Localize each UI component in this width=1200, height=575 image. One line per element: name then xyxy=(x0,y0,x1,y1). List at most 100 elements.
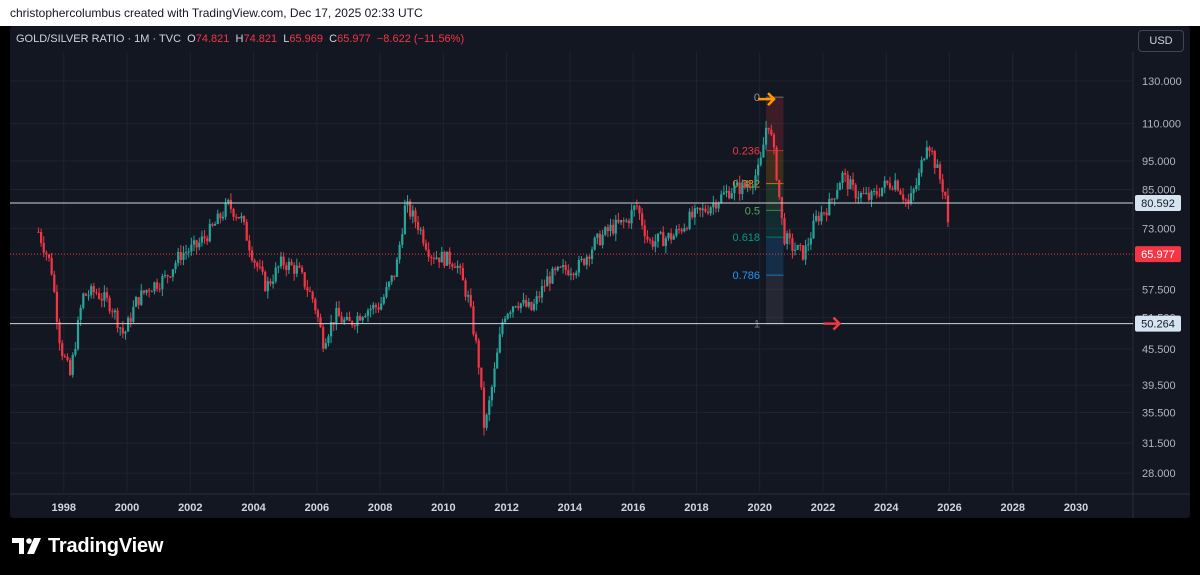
candle-body xyxy=(873,191,876,193)
candle-body xyxy=(121,327,124,334)
current-price-value: 65.977 xyxy=(1141,249,1175,261)
candle-body xyxy=(464,280,467,297)
candle-body xyxy=(100,298,103,301)
candle-body xyxy=(445,251,449,266)
horizontal-level-tag xyxy=(1135,195,1181,212)
y-tick-label: 85.000 xyxy=(1142,184,1176,196)
candle-body xyxy=(295,265,298,274)
candle-body xyxy=(242,216,246,222)
candle-body xyxy=(846,174,849,190)
candle-body xyxy=(69,360,72,375)
candle-body xyxy=(37,231,40,233)
candle-body xyxy=(108,297,111,312)
candle-body xyxy=(825,212,828,216)
candle-body xyxy=(944,191,947,196)
fib-zone xyxy=(766,275,784,324)
attribution-text: christophercolumbus created with Trading… xyxy=(10,6,423,20)
candle-body xyxy=(198,242,201,248)
candle-body xyxy=(720,194,723,203)
candle-body xyxy=(844,172,847,175)
x-tick-label: 2010 xyxy=(431,502,455,514)
candle-body xyxy=(714,202,718,209)
candle-body xyxy=(870,191,873,200)
candle-body xyxy=(909,193,913,204)
candle-body xyxy=(593,237,596,250)
fib-level-label: 0 xyxy=(754,92,760,104)
candle-body xyxy=(195,240,198,248)
candle-body xyxy=(414,210,417,223)
horizontal-level-value: 50.264 xyxy=(1141,319,1175,331)
candle-body xyxy=(266,281,269,292)
candle-body xyxy=(938,164,942,180)
candle-body xyxy=(604,227,607,235)
candle-body xyxy=(728,190,731,199)
candle-body xyxy=(103,292,106,301)
y-tick-label: 130.000 xyxy=(1142,76,1182,88)
fib-level-label: 0.236 xyxy=(733,146,761,158)
candle-body xyxy=(438,257,441,263)
close-label: C xyxy=(329,33,338,45)
candle-body xyxy=(899,190,902,195)
candle-body xyxy=(488,400,491,415)
candle-body xyxy=(348,316,351,322)
candle-body xyxy=(588,256,591,259)
candle-body xyxy=(480,367,483,388)
candle-body xyxy=(343,319,346,323)
candle-body xyxy=(277,266,280,268)
candle-body xyxy=(738,182,741,195)
x-tick-label: 2002 xyxy=(178,502,202,514)
candle-body xyxy=(865,192,868,194)
candle-body xyxy=(751,186,754,188)
candle-body xyxy=(854,184,857,199)
candle-body xyxy=(95,292,98,294)
candle-body xyxy=(237,216,240,219)
candle-body xyxy=(696,207,699,209)
candle-body xyxy=(622,220,625,222)
candle-body xyxy=(677,229,681,231)
candle-body xyxy=(625,220,628,222)
candle-body xyxy=(530,301,533,311)
candle-body xyxy=(648,239,652,241)
candle-body xyxy=(580,258,583,261)
brand-name: TradingView xyxy=(48,534,164,557)
candle-body xyxy=(235,216,238,218)
candle-body xyxy=(815,215,818,221)
candle-body xyxy=(419,229,422,231)
symbol-name[interactable]: GOLD/SILVER RATIO · 1M · TVC xyxy=(16,33,182,45)
candle-body xyxy=(264,271,267,292)
y-tick-label: 110.000 xyxy=(1142,119,1181,131)
chart-panel[interactable] xyxy=(10,26,1190,518)
candle-body xyxy=(780,197,783,219)
candle-body xyxy=(612,224,615,234)
candle-body xyxy=(140,290,143,305)
candle-body xyxy=(519,303,522,309)
candle-body xyxy=(675,229,678,236)
candle-body xyxy=(583,258,586,265)
candle-body xyxy=(867,192,870,200)
candle-body xyxy=(132,306,135,322)
currency-button[interactable]: USD xyxy=(1138,30,1184,52)
candle-body xyxy=(148,290,151,292)
candle-body xyxy=(240,216,243,219)
candle-body xyxy=(656,233,660,242)
candle-body xyxy=(79,307,82,321)
red-arrow-icon xyxy=(823,316,842,331)
candle-body xyxy=(875,191,878,195)
candle-body xyxy=(322,327,325,349)
candle-body xyxy=(459,265,462,269)
candle-body xyxy=(664,238,667,247)
candle-body xyxy=(577,260,580,273)
x-tick-label: 2022 xyxy=(811,502,835,514)
candle-body xyxy=(129,317,132,322)
x-tick-label: 2018 xyxy=(684,502,708,514)
candle-body xyxy=(793,249,797,251)
symbol-legend[interactable]: GOLD/SILVER RATIO · 1M · TVC O74.821 H74… xyxy=(16,33,464,45)
tradingview-logo: TradingView xyxy=(12,534,163,558)
fib-level-label: 0.618 xyxy=(733,232,761,244)
candle-body xyxy=(329,322,333,337)
candle-body xyxy=(474,334,478,341)
candle-body xyxy=(435,257,438,260)
candle-body xyxy=(382,297,385,304)
orange-arrow-icon xyxy=(758,92,776,107)
